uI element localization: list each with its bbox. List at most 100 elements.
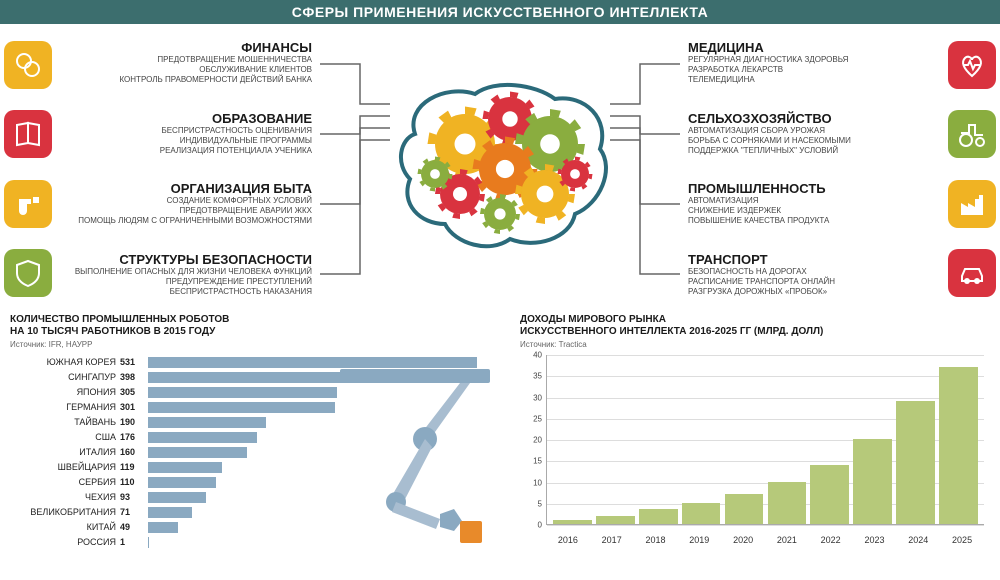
y-tick-label: 10	[520, 478, 542, 487]
category-title: ОБРАЗОВАНИЕ	[56, 112, 312, 126]
revenue-bar	[768, 482, 807, 525]
y-tick-label: 0	[520, 521, 542, 530]
category-factory: ПРОМЫШЛЕННОСТЬАВТОМАТИЗАЦИЯ СНИЖЕНИЕ ИЗД…	[680, 182, 944, 226]
country-value: 301	[120, 402, 148, 412]
revenue-chart: ДОХОДЫ МИРОВОГО РЫНКА ИСКУССТВЕННОГО ИНТ…	[520, 314, 990, 580]
country-label: РОССИЯ	[10, 537, 120, 547]
shield-icon	[4, 249, 52, 297]
country-value: 93	[120, 492, 148, 502]
country-value: 531	[120, 357, 148, 367]
bar	[148, 387, 337, 398]
bar	[148, 462, 222, 473]
revenue-bar	[725, 494, 764, 524]
category-text: ВЫПОЛНЕНИЕ ОПАСНЫХ ДЛЯ ЖИЗНИ ЧЕЛОВЕКА ФУ…	[56, 267, 312, 297]
robot-arm-icon	[330, 369, 510, 549]
country-value: 190	[120, 417, 148, 427]
country-value: 160	[120, 447, 148, 457]
revenue-chart-title: ДОХОДЫ МИРОВОГО РЫНКА ИСКУССТВЕННОГО ИНТ…	[520, 314, 990, 338]
bar	[148, 357, 477, 368]
country-label: ВЕЛИКОБРИТАНИЯ	[10, 507, 120, 517]
robots-chart-title: КОЛИЧЕСТВО ПРОМЫШЛЕННЫХ РОБОТОВ НА 10 ТЫ…	[10, 314, 520, 338]
country-label: США	[10, 432, 120, 442]
robot-bar-row: ЮЖНАЯ КОРЕЯ531	[10, 355, 520, 369]
revenue-bar	[553, 520, 592, 524]
revenue-chart-source: Источник: Tractica	[520, 340, 990, 349]
x-tick-label: 2020	[733, 535, 753, 545]
bar	[148, 492, 206, 503]
country-value: 119	[120, 462, 148, 472]
country-label: ГЕРМАНИЯ	[10, 402, 120, 412]
country-label: СЕРБИЯ	[10, 477, 120, 487]
revenue-bar	[682, 503, 721, 524]
category-text: ПРЕДОТВРАЩЕНИЕ МОШЕННИЧЕСТВА ОБСЛУЖИВАНИ…	[56, 55, 312, 85]
category-text: РЕГУЛЯРНАЯ ДИАГНОСТИКА ЗДОРОВЬЯ РАЗРАБОТ…	[688, 55, 944, 85]
category-text: АВТОМАТИЗАЦИЯ СБОРА УРОЖАЯ БОРЬБА С СОРН…	[688, 126, 944, 156]
category-title: СТРУКТУРЫ БЕЗОПАСНОСТИ	[56, 253, 312, 267]
revenue-bar	[810, 465, 849, 525]
bar	[148, 417, 266, 428]
country-value: 176	[120, 432, 148, 442]
brain-center	[320, 24, 680, 314]
x-tick-label: 2018	[645, 535, 665, 545]
brain-icon	[375, 74, 625, 264]
y-tick-label: 35	[520, 372, 542, 381]
y-tick-label: 15	[520, 457, 542, 466]
country-label: ТАЙВАНЬ	[10, 417, 120, 427]
x-tick-label: 2016	[558, 535, 578, 545]
category-tap: ОРГАНИЗАЦИЯ БЫТАСОЗДАНИЕ КОМФОРТНЫХ УСЛО…	[56, 182, 320, 226]
y-tick-label: 30	[520, 393, 542, 402]
country-value: 1	[120, 537, 148, 547]
left-icon-column	[0, 24, 56, 314]
category-text: АВТОМАТИЗАЦИЯ СНИЖЕНИЕ ИЗДЕРЖЕК ПОВЫШЕНИ…	[688, 196, 944, 226]
revenue-bar	[939, 367, 978, 524]
bottom-section: КОЛИЧЕСТВО ПРОМЫШЛЕННЫХ РОБОТОВ НА 10 ТЫ…	[0, 314, 1000, 580]
country-label: ЯПОНИЯ	[10, 387, 120, 397]
revenue-bar	[896, 401, 935, 524]
category-shield: СТРУКТУРЫ БЕЗОПАСНОСТИВЫПОЛНЕНИЕ ОПАСНЫХ…	[56, 253, 320, 297]
x-tick-label: 2019	[689, 535, 709, 545]
factory-icon	[948, 180, 996, 228]
category-text: СОЗДАНИЕ КОМФОРТНЫХ УСЛОВИЙ ПРЕДОТВРАЩЕН…	[56, 196, 312, 226]
category-heart: МЕДИЦИНАРЕГУЛЯРНАЯ ДИАГНОСТИКА ЗДОРОВЬЯ …	[680, 41, 944, 85]
right-icon-column	[944, 24, 1000, 314]
y-tick-label: 40	[520, 351, 542, 360]
y-tick-label: 25	[520, 414, 542, 423]
bar	[148, 447, 247, 458]
category-title: ТРАНСПОРТ	[688, 253, 944, 267]
top-section: ФИНАНСЫПРЕДОТВРАЩЕНИЕ МОШЕННИЧЕСТВА ОБСЛ…	[0, 24, 1000, 314]
x-tick-label: 2021	[777, 535, 797, 545]
heart-icon	[948, 41, 996, 89]
x-tick-label: 2022	[821, 535, 841, 545]
revenue-bar	[853, 439, 892, 524]
country-label: КИТАЙ	[10, 522, 120, 532]
revenue-bar	[596, 516, 635, 525]
category-text: БЕЗОПАСНОСТЬ НА ДОРОГАХ РАСПИСАНИЕ ТРАНС…	[688, 267, 944, 297]
bar	[148, 522, 178, 533]
x-tick-label: 2024	[908, 535, 928, 545]
bar	[148, 477, 216, 488]
country-label: ИТАЛИЯ	[10, 447, 120, 457]
category-title: ФИНАНСЫ	[56, 41, 312, 55]
category-coins: ФИНАНСЫПРЕДОТВРАЩЕНИЕ МОШЕННИЧЕСТВА ОБСЛ…	[56, 41, 320, 85]
y-tick-label: 20	[520, 436, 542, 445]
coins-icon	[4, 41, 52, 89]
country-label: ЧЕХИЯ	[10, 492, 120, 502]
category-title: МЕДИЦИНА	[688, 41, 944, 55]
category-title: ПРОМЫШЛЕННОСТЬ	[688, 182, 944, 196]
revenue-bar	[639, 509, 678, 524]
tap-icon	[4, 180, 52, 228]
car-icon	[948, 249, 996, 297]
right-text-column: МЕДИЦИНАРЕГУЛЯРНАЯ ДИАГНОСТИКА ЗДОРОВЬЯ …	[680, 24, 944, 314]
country-value: 49	[120, 522, 148, 532]
robots-chart-source: Источник: IFR, НАУРР	[10, 340, 520, 349]
category-book: ОБРАЗОВАНИЕБЕСПРИСТРАСТНОСТЬ ОЦЕНИВАНИЯ …	[56, 112, 320, 156]
x-tick-label: 2023	[864, 535, 884, 545]
left-text-column: ФИНАНСЫПРЕДОТВРАЩЕНИЕ МОШЕННИЧЕСТВА ОБСЛ…	[56, 24, 320, 314]
bar	[148, 402, 335, 413]
country-label: ШВЕЙЦАРИЯ	[10, 462, 120, 472]
country-label: СИНГАПУР	[10, 372, 120, 382]
category-tractor: СЕЛЬХОЗХОЗЯЙСТВОАВТОМАТИЗАЦИЯ СБОРА УРОЖ…	[680, 112, 944, 156]
banner-title: СФЕРЫ ПРИМЕНЕНИЯ ИСКУССТВЕННОГО ИНТЕЛЛЕК…	[0, 0, 1000, 24]
category-text: БЕСПРИСТРАСТНОСТЬ ОЦЕНИВАНИЯ ИНДИВИДУАЛЬ…	[56, 126, 312, 156]
book-icon	[4, 110, 52, 158]
